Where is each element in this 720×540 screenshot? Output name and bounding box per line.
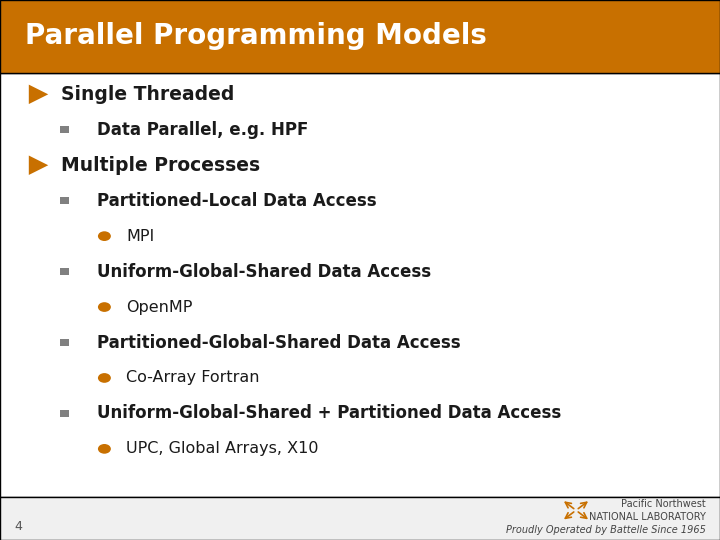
Bar bbox=[60, 126, 69, 133]
Circle shape bbox=[98, 444, 111, 454]
FancyBboxPatch shape bbox=[0, 497, 720, 540]
Circle shape bbox=[98, 231, 111, 241]
Text: MPI: MPI bbox=[126, 228, 154, 244]
Text: Single Threaded: Single Threaded bbox=[61, 85, 235, 104]
Polygon shape bbox=[29, 156, 48, 175]
Text: Data Parallel, e.g. HPF: Data Parallel, e.g. HPF bbox=[97, 121, 309, 139]
Text: Partitioned-Global-Shared Data Access: Partitioned-Global-Shared Data Access bbox=[97, 334, 461, 352]
Text: Pacific Northwest
NATIONAL LABORATORY: Pacific Northwest NATIONAL LABORATORY bbox=[589, 499, 706, 522]
Polygon shape bbox=[29, 85, 48, 104]
FancyBboxPatch shape bbox=[0, 0, 720, 73]
Text: Uniform-Global-Shared Data Access: Uniform-Global-Shared Data Access bbox=[97, 262, 431, 281]
Text: Proudly Operated by Battelle Since 1965: Proudly Operated by Battelle Since 1965 bbox=[505, 525, 706, 535]
Text: Uniform-Global-Shared + Partitioned Data Access: Uniform-Global-Shared + Partitioned Data… bbox=[97, 404, 562, 422]
Bar bbox=[60, 197, 69, 204]
Circle shape bbox=[98, 302, 111, 312]
Bar bbox=[60, 268, 69, 275]
Circle shape bbox=[98, 373, 111, 383]
Text: Partitioned-Local Data Access: Partitioned-Local Data Access bbox=[97, 192, 377, 210]
Text: Parallel Programming Models: Parallel Programming Models bbox=[25, 23, 487, 50]
Text: 4: 4 bbox=[14, 520, 22, 533]
Bar bbox=[60, 410, 69, 417]
FancyBboxPatch shape bbox=[0, 73, 720, 497]
Text: OpenMP: OpenMP bbox=[126, 300, 192, 314]
Text: Multiple Processes: Multiple Processes bbox=[61, 156, 261, 175]
Bar bbox=[60, 339, 69, 346]
Text: Co-Array Fortran: Co-Array Fortran bbox=[126, 370, 259, 386]
Text: UPC, Global Arrays, X10: UPC, Global Arrays, X10 bbox=[126, 441, 318, 456]
